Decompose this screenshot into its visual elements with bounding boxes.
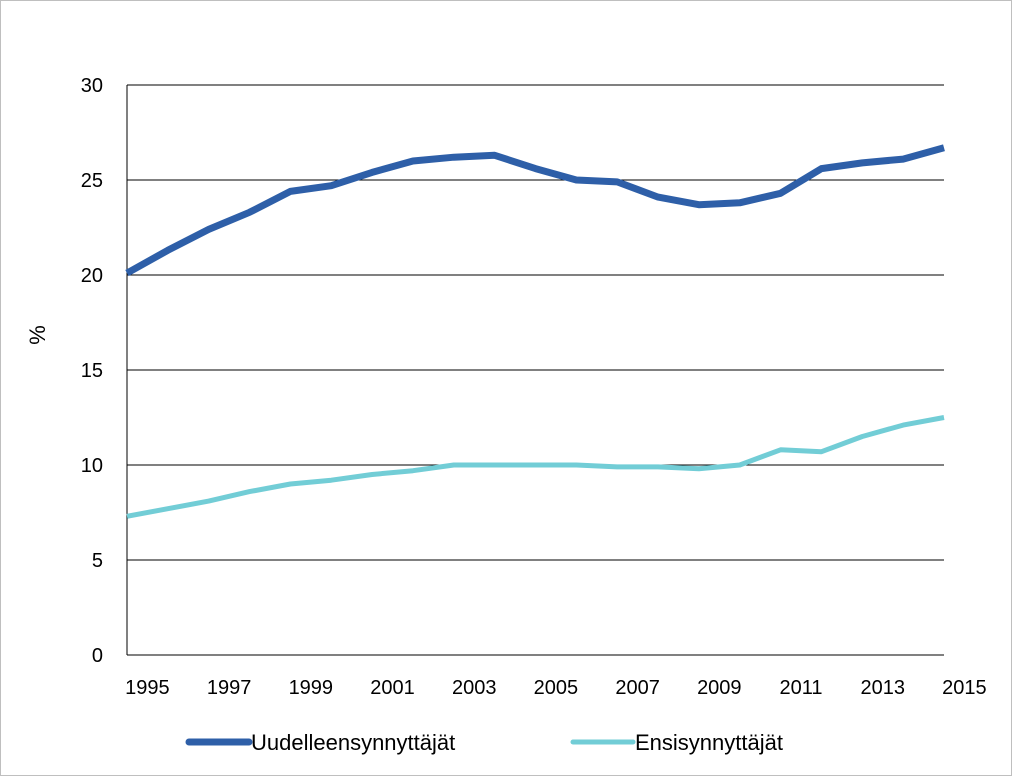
legend: Uudelleensynnyttäjät Ensisynnyttäjät: [185, 730, 783, 755]
x-tick-label: 2013: [860, 677, 905, 699]
legend-item-0: Uudelleensynnyttäjät: [185, 730, 455, 755]
x-tick-label: 2003: [452, 677, 497, 699]
series-lines: [125, 144, 945, 519]
x-tick-label: 2009: [697, 677, 742, 699]
series-line-1: [126, 415, 945, 519]
x-tick-label: 1995: [125, 677, 170, 699]
y-tick-label: 25: [81, 170, 103, 192]
x-tick-label: 1997: [207, 677, 252, 699]
axes: [126, 85, 944, 656]
y-tick-label: 20: [81, 265, 103, 287]
x-tick-label: 2011: [780, 677, 823, 699]
x-tick-label: 2005: [534, 677, 579, 699]
x-tick-label: 2007: [615, 677, 660, 699]
x-tick-label: 1999: [289, 677, 334, 699]
y-tick-labels: 0 5 10 15 20 25 30: [81, 75, 103, 667]
gridlines: [127, 84, 944, 561]
x-tick-label: 2001: [370, 677, 415, 699]
legend-label: Ensisynnyttäjät: [635, 730, 783, 755]
legend-item-1: Ensisynnyttäjät: [570, 730, 783, 755]
y-axis-label: %: [25, 325, 50, 345]
y-tick-label: 15: [81, 360, 103, 382]
y-tick-label: 5: [92, 550, 103, 572]
y-tick-label: 30: [81, 75, 103, 97]
legend-label: Uudelleensynnyttäjät: [251, 730, 455, 755]
x-tick-label: 2015: [942, 677, 987, 699]
y-tick-label: 10: [81, 455, 103, 477]
y-tick-label: 0: [92, 645, 103, 667]
x-tick-labels: 1995 1997 1999 2001 2003 2005 2007 2009 2011 2013…: [125, 677, 987, 699]
series-line-0: [125, 144, 945, 277]
